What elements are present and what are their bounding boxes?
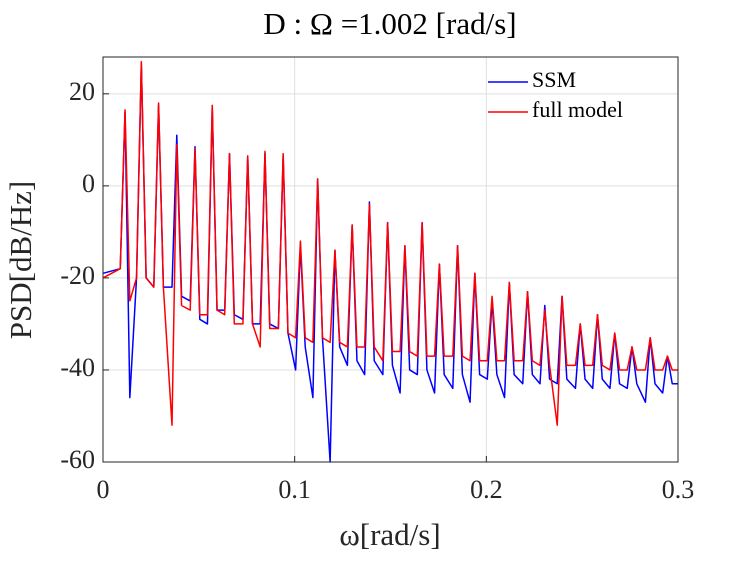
legend-label: full model — [532, 97, 623, 122]
y-tick-label: 20 — [69, 77, 95, 106]
chart-title: D : Ω =1.002 [rad/s] — [263, 6, 516, 41]
y-tick-label: 0 — [82, 169, 95, 198]
y-tick-label: -60 — [60, 445, 95, 474]
x-tick-label: 0 — [97, 475, 110, 504]
x-tick-label: 0.2 — [470, 475, 503, 504]
legend-label: SSM — [532, 67, 576, 92]
x-tick-label: 0.3 — [662, 475, 695, 504]
y-axis-label: PSD[dB/Hz] — [3, 181, 38, 339]
axes-box — [102, 56, 679, 463]
x-axis-label: ω[rad/s] — [339, 517, 440, 552]
line-series — [102, 60, 678, 426]
y-tick-label: -20 — [60, 261, 95, 290]
x-tick-label: 0.1 — [278, 475, 311, 504]
y-tick-label: -40 — [60, 353, 95, 382]
